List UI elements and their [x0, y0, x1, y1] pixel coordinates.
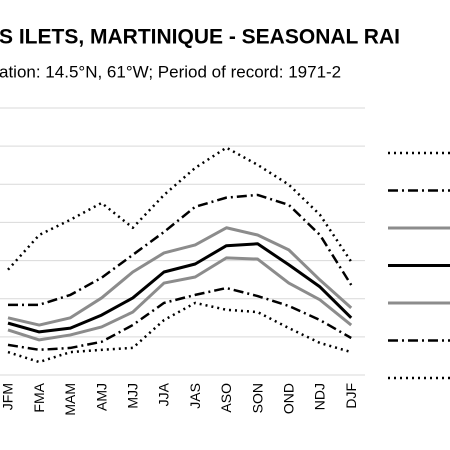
x-tick-label: MJJ — [125, 383, 141, 409]
x-tick-label: DJF — [343, 383, 359, 409]
series-line — [7, 226, 353, 327]
chart-subtitle: ation: 14.5°N, 61°W; Period of record: 1… — [0, 62, 341, 81]
x-tick-label: JAS — [187, 383, 203, 409]
series-line — [7, 256, 353, 342]
x-tick-label: NDJ — [312, 383, 328, 410]
series-line — [7, 146, 353, 271]
series-line — [7, 242, 353, 334]
chart-title: S ILETS, MARTINIQUE - SEASONAL RAI — [0, 26, 400, 49]
series-line — [8, 193, 353, 307]
x-tick-label: AMJ — [93, 383, 109, 411]
x-tick-label: SON — [249, 383, 265, 413]
x-tick-label: JJA — [156, 382, 172, 406]
x-tick-label: MAM — [62, 383, 78, 416]
x-tick-label: OND — [281, 383, 297, 414]
x-tick-label: FMA — [31, 382, 47, 412]
series-line — [7, 301, 352, 364]
x-tick-label: ASO — [218, 383, 234, 413]
x-tick-label: JFM — [0, 383, 16, 410]
series-line — [7, 286, 352, 352]
